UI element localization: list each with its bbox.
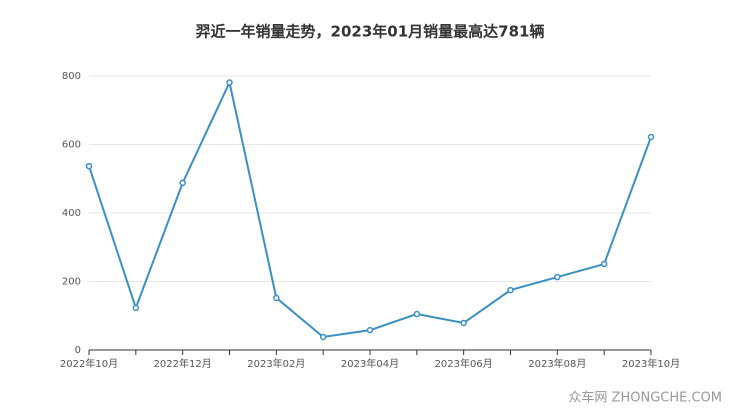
watermark: 众车网 ZHONGCHE.COM bbox=[568, 390, 722, 406]
point bbox=[554, 273, 561, 281]
point bbox=[600, 260, 608, 268]
point bbox=[460, 319, 467, 327]
x-tick-label: 2022年10月 bbox=[60, 357, 118, 370]
point bbox=[226, 79, 233, 86]
point bbox=[85, 162, 93, 170]
line bbox=[88, 79, 652, 339]
point bbox=[273, 294, 280, 302]
point bbox=[647, 133, 655, 141]
y-tick-label: 400 bbox=[62, 208, 81, 219]
y-tick-label: 0 bbox=[75, 345, 81, 356]
chart-title: 羿近一年销量走势，2023年01月销量最高达781辆 bbox=[196, 23, 545, 41]
point bbox=[132, 304, 140, 312]
x-tick-label: 2022年12月 bbox=[154, 357, 212, 370]
x-tick-label: 2023年04月 bbox=[341, 357, 399, 370]
point bbox=[413, 310, 421, 318]
point bbox=[319, 333, 327, 341]
x-tick-label: 2023年02月 bbox=[247, 357, 305, 370]
x-tick-label: 2023年08月 bbox=[528, 357, 586, 370]
point bbox=[366, 326, 374, 334]
x-tick-label: 2023年10月 bbox=[622, 357, 680, 370]
point bbox=[179, 179, 186, 187]
x-tick-label: 2023年06月 bbox=[435, 357, 493, 370]
y-tick-label: 800 bbox=[62, 71, 81, 82]
point bbox=[507, 286, 514, 294]
y-tick-label: 600 bbox=[62, 140, 81, 151]
y-tick-label: 200 bbox=[62, 277, 81, 288]
